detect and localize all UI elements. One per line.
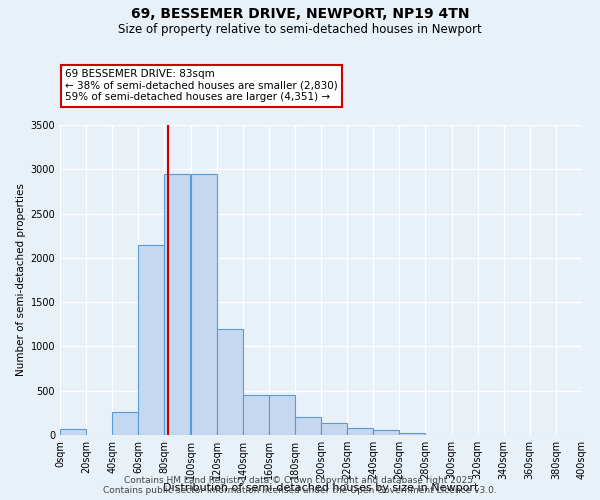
Bar	[191, 174, 217, 435]
Bar	[112, 412, 138, 435]
Bar	[400, 433, 425, 435]
Bar	[321, 424, 347, 435]
Bar	[269, 395, 295, 435]
Y-axis label: Number of semi-detached properties: Number of semi-detached properties	[16, 184, 26, 376]
Bar	[60, 429, 86, 435]
Bar	[242, 395, 269, 435]
Text: Contains HM Land Registry data © Crown copyright and database right 2025.
Contai: Contains HM Land Registry data © Crown c…	[103, 476, 497, 495]
Text: 69, BESSEMER DRIVE, NEWPORT, NP19 4TN: 69, BESSEMER DRIVE, NEWPORT, NP19 4TN	[131, 8, 469, 22]
Bar	[217, 328, 242, 435]
Bar	[139, 244, 164, 435]
Bar	[164, 174, 190, 435]
Bar	[347, 428, 373, 435]
Text: 69 BESSEMER DRIVE: 83sqm
← 38% of semi-detached houses are smaller (2,830)
59% o: 69 BESSEMER DRIVE: 83sqm ← 38% of semi-d…	[65, 69, 338, 102]
Bar	[373, 430, 400, 435]
Bar	[295, 418, 321, 435]
X-axis label: Distribution of semi-detached houses by size in Newport: Distribution of semi-detached houses by …	[163, 484, 479, 494]
Text: Size of property relative to semi-detached houses in Newport: Size of property relative to semi-detach…	[118, 22, 482, 36]
